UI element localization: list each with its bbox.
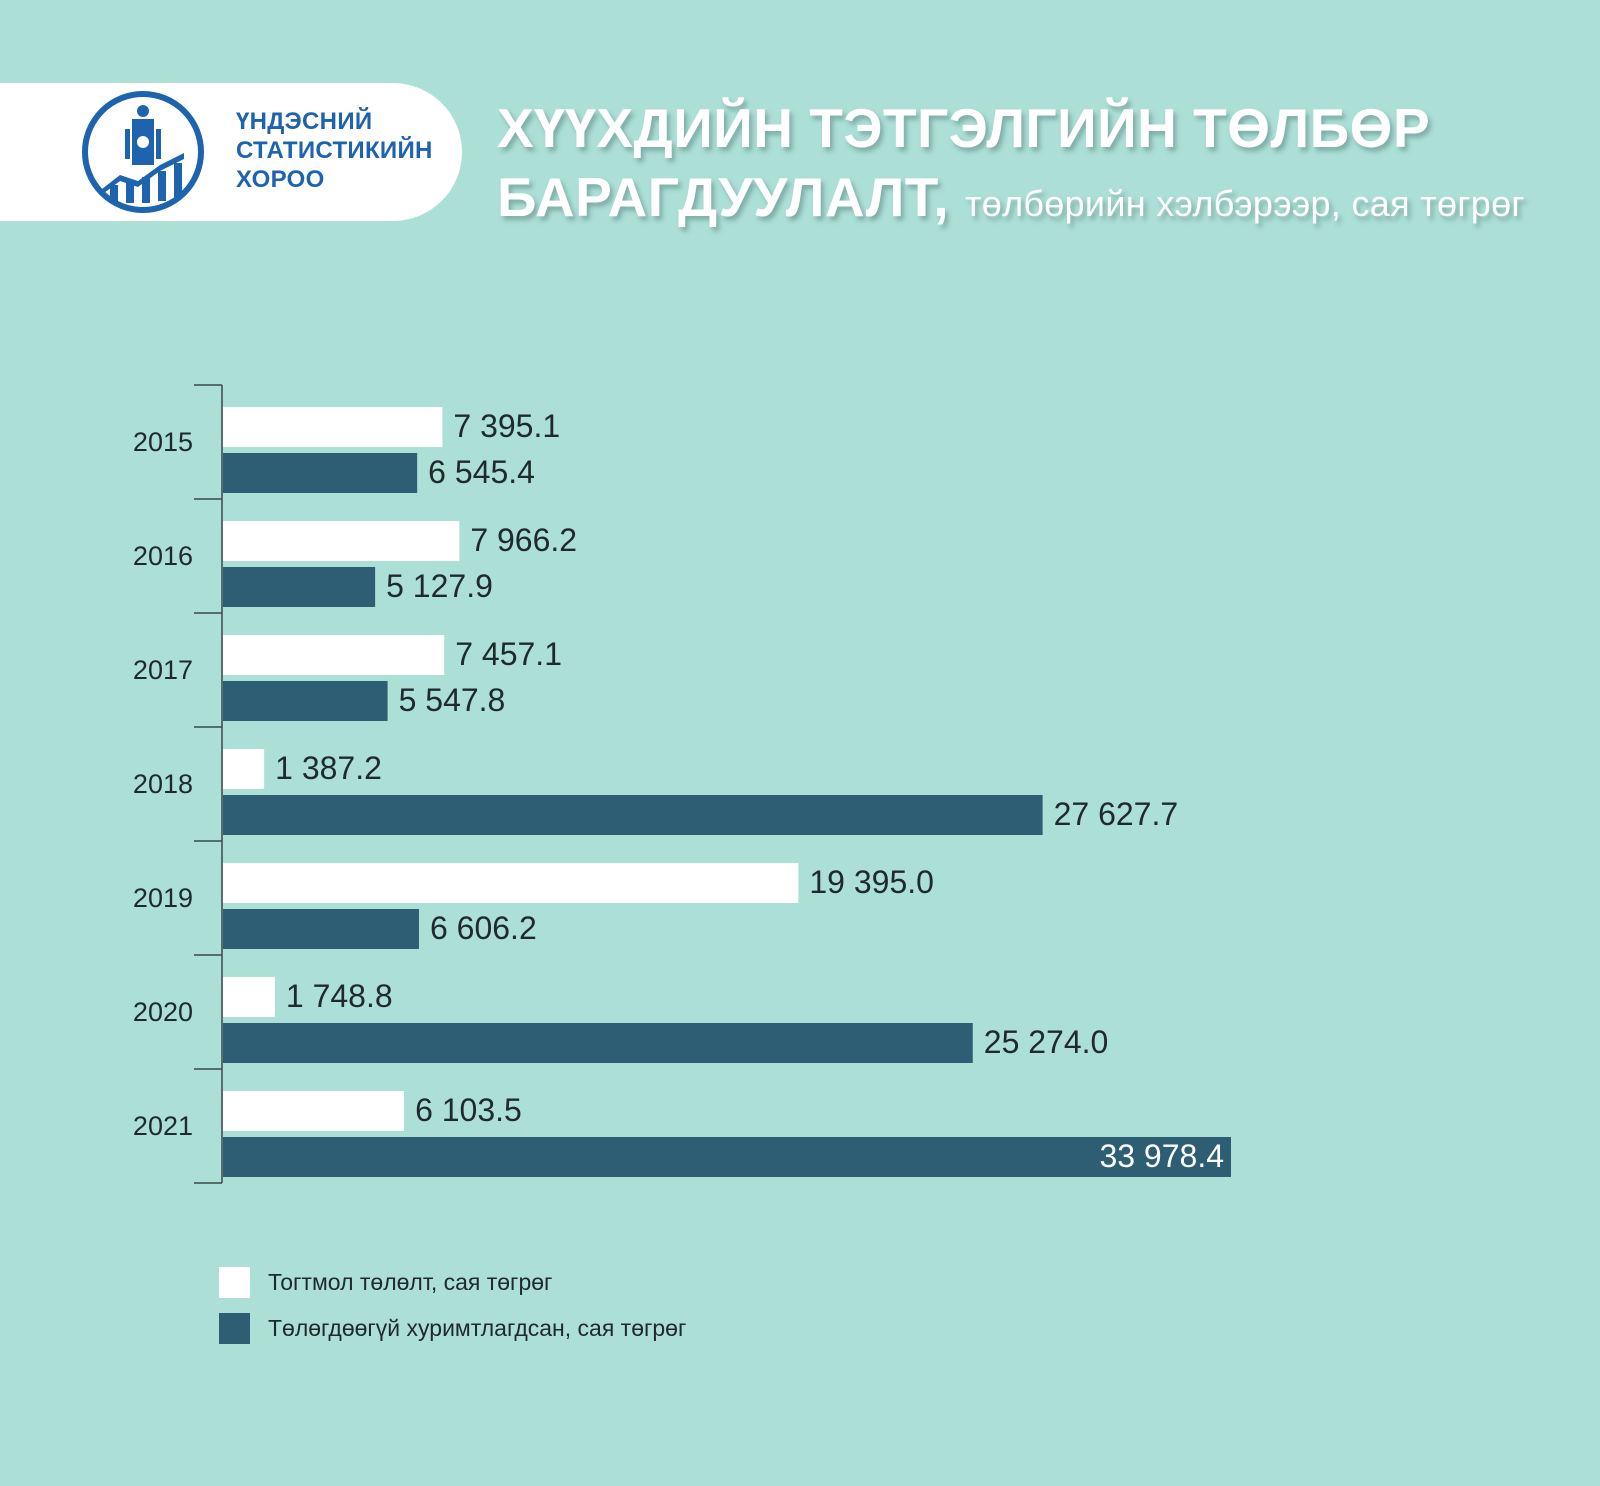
bar-unpaid-accumulated [223, 453, 418, 493]
data-label: 6 545.4 [428, 454, 535, 490]
bar-unpaid-accumulated [223, 1137, 1231, 1177]
data-label: 6 606.2 [430, 910, 537, 946]
org-name-line1: ҮНДЭСНИЙ [236, 108, 373, 135]
legend-swatch-white [219, 1266, 250, 1298]
legend-label-unpaid-accumulated: Төлөгдөөгүй хуримтлагдсан, сая төгрөг [268, 1314, 687, 1341]
bar-unpaid-accumulated [223, 795, 1043, 835]
data-label: 1 748.8 [286, 978, 393, 1014]
org-name-line3: ХОРОО [236, 166, 325, 193]
data-label: 27 627.7 [1054, 796, 1179, 832]
data-label: 1 387.2 [275, 750, 382, 786]
y-tick-label: 2017 [133, 655, 193, 685]
y-tick-label: 2019 [133, 883, 193, 913]
legend-swatch-dark [219, 1312, 250, 1344]
bar-unpaid-accumulated [223, 909, 419, 949]
bar-fixed-payment [223, 1091, 405, 1131]
data-label: 25 274.0 [984, 1024, 1109, 1060]
bar-fixed-payment [223, 863, 799, 903]
logo-banner [0, 83, 462, 221]
data-label: 6 103.5 [415, 1092, 522, 1128]
org-name-line2: СТАТИСТИКИЙН [236, 137, 433, 164]
y-tick-label: 2015 [133, 427, 193, 457]
legend-label-fixed-payment: Тогтмол төлөлт, сая төгрөг [268, 1268, 553, 1295]
bar-unpaid-accumulated [223, 567, 376, 607]
page-subtitle: төлбөрийн хэлбэрээр, сая төгрөг [964, 183, 1525, 224]
y-tick-label: 2020 [133, 997, 193, 1027]
bar-fixed-payment [223, 407, 443, 447]
data-label: 7 457.1 [455, 636, 562, 672]
data-label: 33 978.4 [1099, 1138, 1224, 1174]
data-label: 19 395.0 [809, 864, 934, 900]
y-tick-label: 2021 [133, 1111, 193, 1141]
legend-item-fixed-payment: Тогтмол төлөлт, сая төгрөг [219, 1265, 552, 1299]
bar-unpaid-accumulated [223, 681, 388, 721]
data-label: 7 395.1 [453, 408, 560, 444]
statistics-emblem-icon [82, 91, 204, 213]
page-title-main: БАРАГДУУЛАЛТ, [497, 166, 950, 228]
bar-fixed-payment [223, 635, 445, 675]
data-label: 5 127.9 [386, 568, 493, 604]
data-label: 7 966.2 [470, 522, 577, 558]
page-title-line2: БАРАГДУУЛАЛТ, төлбөрийн хэлбэрээр, сая т… [497, 165, 1525, 229]
bar-fixed-payment [223, 521, 460, 561]
bar-fixed-payment [223, 977, 275, 1017]
page-title-line1: ХҮҮХДИЙН ТЭТГЭЛГИЙН ТӨЛБӨР [497, 97, 1431, 159]
legend-item-unpaid-accumulated: Төлөгдөөгүй хуримтлагдсан, сая төгрөг [219, 1311, 686, 1345]
y-tick-label: 2016 [133, 541, 193, 571]
bar-fixed-payment [223, 749, 265, 789]
y-tick-label: 2018 [133, 769, 193, 799]
bar-unpaid-accumulated [223, 1023, 973, 1063]
data-label: 5 547.8 [399, 682, 506, 718]
